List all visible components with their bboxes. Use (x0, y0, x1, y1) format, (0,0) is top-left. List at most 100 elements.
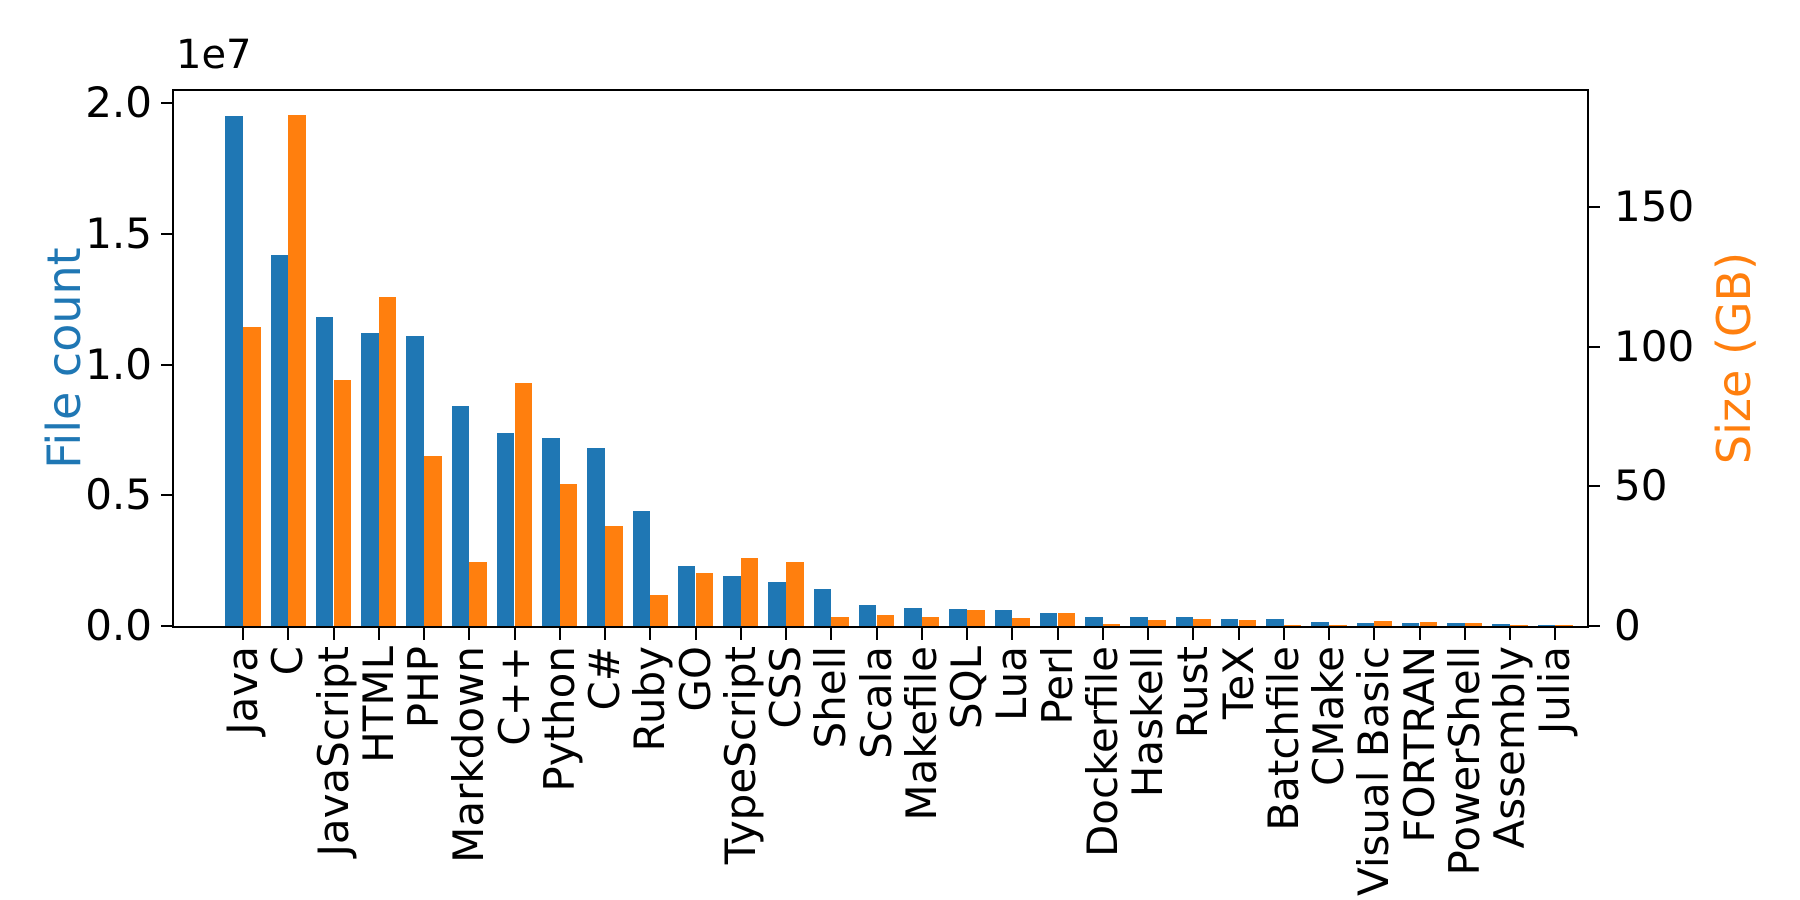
bar-size-gb-tex (1238, 619, 1257, 626)
bar-size-gb-html (378, 296, 397, 626)
bar-file-count-batchfile (1266, 619, 1284, 626)
bar-file-count-ruby (632, 510, 651, 626)
x-tick-c (287, 628, 290, 640)
bar-file-count-shell (813, 589, 832, 626)
x-tick-label-c: C# (580, 646, 629, 711)
x-tick-label-tex: TeX (1213, 646, 1263, 720)
bar-size-gb-c (605, 525, 623, 626)
y-tick-right-150 (1588, 206, 1600, 209)
x-tick-label-c: C (263, 646, 313, 676)
bar-file-count-visual-basic (1356, 622, 1375, 626)
x-tick-label-fortran: FORTRAN (1394, 646, 1444, 843)
x-tick-shell (830, 628, 833, 640)
x-tick-label-typescript: TypeScript (715, 646, 765, 865)
x-tick-java (242, 628, 244, 640)
x-tick-label-batchfile: Batchfile (1258, 646, 1308, 831)
bar-size-gb-go (695, 572, 714, 626)
bar-size-gb-sql (967, 610, 985, 626)
x-tick-label-c: C++ (489, 646, 539, 746)
bar-file-count-go (677, 565, 696, 626)
bar-size-gb-julia (1555, 625, 1573, 626)
x-tick-ruby (649, 628, 652, 640)
x-tick-label-dockerfile: Dockerfile (1077, 646, 1127, 858)
x-tick-label-makefile: Makefile (896, 646, 946, 821)
bar-size-gb-shell (831, 617, 849, 626)
x-tick-visual-basic (1373, 628, 1376, 640)
x-tick-lua (1011, 628, 1014, 640)
x-tick-dockerfile (1101, 628, 1104, 640)
y-tick-left-0.5 (161, 494, 173, 497)
bar-size-gb-batchfile (1283, 625, 1302, 626)
x-tick-label-scala: Scala (851, 646, 901, 759)
bar-size-gb-makefile (921, 617, 940, 626)
bar-file-count-java (225, 116, 243, 626)
y-tick-label-left-2.0: 2.0 (85, 78, 152, 128)
bar-file-count-python (542, 437, 560, 626)
x-tick-label-assembly: Assembly (1485, 646, 1534, 849)
x-tick-cmake (1328, 628, 1330, 640)
x-tick-c (604, 628, 606, 640)
x-tick-label-java: Java (218, 646, 267, 735)
x-tick-label-markdown: Markdown (444, 646, 494, 863)
bar-size-gb-css (786, 561, 804, 626)
x-tick-label-python: Python (534, 646, 584, 792)
plot-frame (172, 89, 1589, 628)
y-axis-offset-text: 1e7 (176, 32, 252, 78)
bar-size-gb-ruby (650, 595, 668, 626)
x-tick-go (694, 628, 697, 640)
y-tick-label-left-0.5: 0.5 (85, 470, 152, 520)
x-tick-assembly (1509, 628, 1511, 640)
bar-file-count-c (496, 432, 515, 626)
bar-size-gb-php (424, 455, 442, 626)
bar-file-count-php (406, 335, 424, 626)
x-tick-label-lua: Lua (987, 646, 1037, 722)
x-tick-label-perl: Perl (1032, 646, 1082, 725)
x-tick-label-sql: SQL (942, 646, 991, 730)
x-tick-label-javascript: JavaScript (308, 646, 358, 857)
bar-size-gb-rust (1193, 619, 1211, 626)
y-tick-label-right-150: 150 (1614, 182, 1695, 232)
x-tick-label-haskell: Haskell (1123, 646, 1172, 798)
x-tick-c (513, 628, 516, 640)
bar-file-count-typescript (723, 576, 741, 626)
bar-size-gb-typescript (740, 557, 759, 626)
x-tick-label-visual-basic: Visual Basic (1349, 646, 1399, 896)
bar-file-count-scala (858, 605, 877, 626)
x-tick-perl (1056, 628, 1059, 640)
bar-file-count-powershell (1447, 623, 1465, 626)
x-tick-julia (1554, 628, 1557, 640)
bar-size-gb-powershell (1464, 623, 1483, 626)
bar-size-gb-haskell (1148, 620, 1166, 626)
bar-file-count-css (768, 581, 786, 626)
bar-size-gb-fortran (1419, 621, 1438, 626)
y-tick-right-100 (1588, 345, 1600, 348)
bar-size-gb-perl (1057, 612, 1076, 626)
bar-size-gb-scala (876, 615, 895, 626)
bar-size-gb-c (288, 115, 306, 626)
bar-file-count-html (361, 333, 379, 626)
x-tick-label-powershell: PowerShell (1439, 646, 1489, 876)
y-tick-right-50 (1588, 485, 1600, 488)
y-tick-label-right-100: 100 (1614, 321, 1695, 371)
bar-size-gb-c (514, 383, 533, 626)
x-tick-tex (1237, 628, 1240, 640)
x-tick-label-rust: Rust (1168, 646, 1218, 739)
y-tick-left-1.5 (161, 232, 173, 235)
x-tick-typescript (739, 628, 742, 640)
bar-file-count-perl (1039, 612, 1058, 626)
bar-file-count-fortran (1401, 622, 1420, 626)
bar-file-count-javascript (315, 317, 334, 626)
x-tick-label-ruby: Ruby (625, 646, 675, 752)
x-tick-css (785, 628, 787, 640)
bar-file-count-cmake (1311, 622, 1329, 626)
y-tick-left-2.0 (161, 102, 173, 105)
bar-size-gb-java (243, 327, 261, 626)
bar-file-count-markdown (451, 406, 470, 626)
bar-size-gb-dockerfile (1102, 624, 1121, 626)
bar-file-count-c (270, 254, 289, 626)
x-tick-haskell (1147, 628, 1149, 640)
x-tick-makefile (920, 628, 923, 640)
x-tick-fortran (1418, 628, 1421, 640)
bar-size-gb-cmake (1329, 624, 1347, 626)
y-axis-right-label: Size (GB) (1707, 251, 1761, 465)
